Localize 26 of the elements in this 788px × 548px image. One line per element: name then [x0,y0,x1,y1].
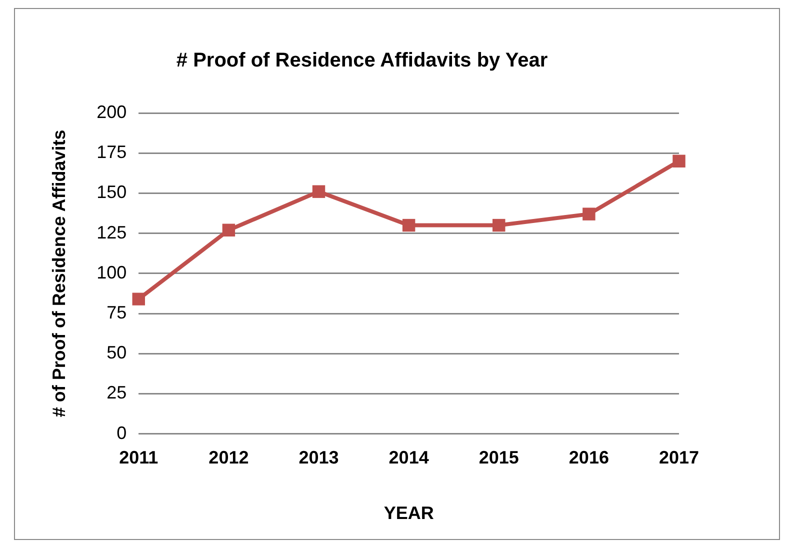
x-axis-title: YEAR [384,503,434,524]
point [222,224,236,236]
y-tick-label: 0 [116,422,127,443]
point [582,208,596,220]
y-tick-label: 175 [96,142,127,162]
x-tick-label: 2011 [119,448,158,468]
y-tick-label: 50 [106,342,127,363]
y-tick-label: 125 [96,222,127,242]
x-tick-label: 2016 [568,448,609,468]
y-axis-title: # of Proof of Residence Affidavits [48,130,69,418]
point [402,218,416,232]
x-tick-label: 2013 [298,448,339,468]
point [132,292,145,306]
chart-title: # Proof of Residence Affidavits by Year [176,50,548,72]
y-tick-label: 150 [96,182,127,202]
x-tick-label: 2017 [658,448,700,468]
y-tick-label: 200 [96,102,127,122]
x-tick-label: 2012 [208,448,249,468]
point [492,218,506,232]
x-tick-label: 2014 [388,448,429,468]
x-tick-label: 2015 [478,448,519,468]
y-tick-label: 25 [106,382,127,403]
y-tick-label: 100 [96,262,127,282]
point [672,154,686,168]
point [312,185,326,198]
y-tick-label: 75 [106,302,127,322]
